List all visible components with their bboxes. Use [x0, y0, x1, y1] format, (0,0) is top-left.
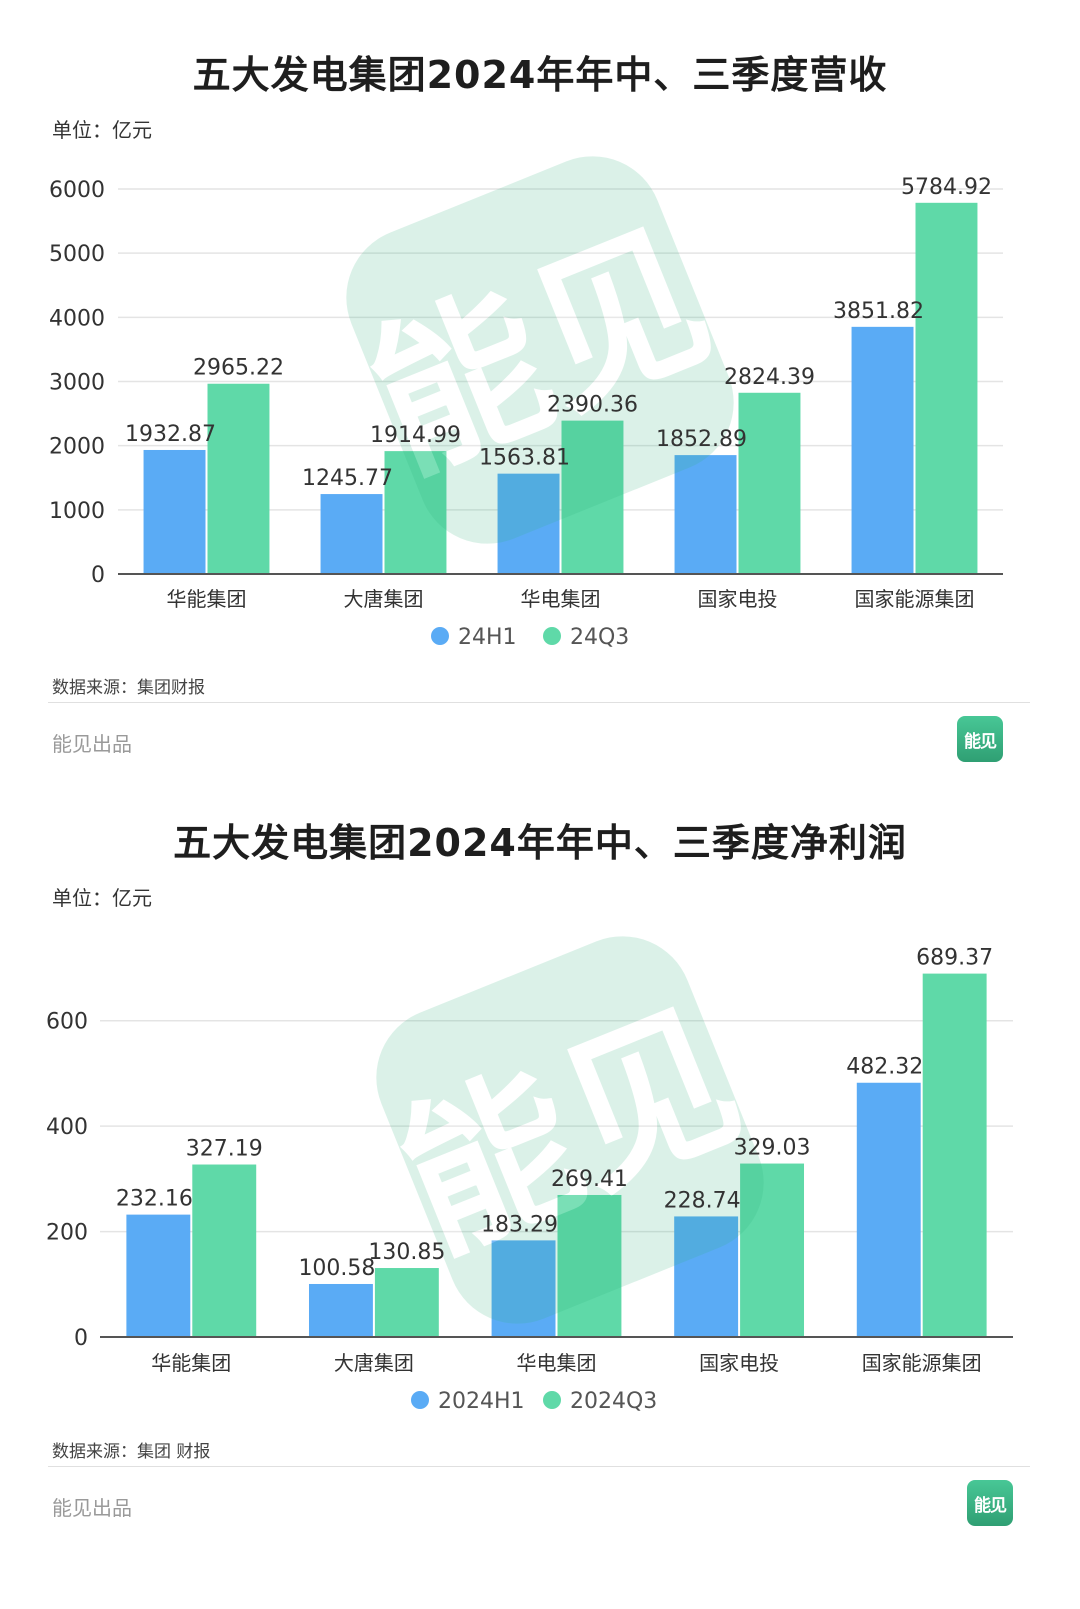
bar-24H1: [320, 494, 383, 574]
data-label: 2824.39: [724, 365, 815, 390]
x-tick-label: 华电集团: [517, 1351, 597, 1375]
net-profit-chart-panel: 五大发电集团2024年年中、三季度净利润 单位：亿元 0 200 400 600 能见 2…: [0, 790, 1080, 1609]
bar-24H1: [851, 326, 914, 574]
legend-label: 2024Q3: [570, 1389, 657, 1414]
data-label: 232.16: [116, 1187, 193, 1212]
data-label: 482.32: [846, 1055, 923, 1080]
brand-credit: 能见出品: [52, 1496, 132, 1520]
x-tick-label: 国家能源集团: [855, 587, 975, 611]
y-tick-label: 600: [46, 1010, 88, 1035]
y-tick-label: 5000: [49, 242, 105, 267]
unit-label: 单位：亿元: [52, 118, 152, 142]
y-tick-label: 0: [91, 563, 105, 588]
bar-24Q3: [384, 451, 447, 574]
legend-marker: [543, 627, 561, 645]
bar-2024H1: [674, 1216, 739, 1337]
bar-2024Q3: [557, 1194, 622, 1337]
bar-24Q3: [738, 392, 801, 574]
y-tick-label: 1000: [49, 499, 105, 524]
watermark-badge: [376, 936, 764, 1324]
brand-logo-icon: 能见: [967, 1480, 1013, 1526]
data-label: 1852.89: [656, 427, 747, 452]
bar-2024H1: [308, 1283, 373, 1337]
bar-24H1: [497, 473, 560, 574]
data-label: 689.37: [916, 946, 993, 971]
bar-2024H1: [856, 1082, 921, 1337]
x-tick-label: 国家电投: [699, 1351, 779, 1375]
bar-2024H1: [126, 1214, 191, 1337]
bar-24Q3: [561, 420, 624, 574]
data-label: 1563.81: [479, 446, 570, 471]
data-label: 100.58: [298, 1256, 375, 1281]
legend-marker: [411, 1391, 429, 1409]
y-tick-label: 6000: [49, 178, 105, 203]
data-label: 3851.82: [833, 299, 924, 324]
bar-24Q3: [207, 383, 270, 574]
bar-2024Q3: [740, 1163, 805, 1337]
legend-label: 24Q3: [570, 625, 629, 650]
bar-2024Q3: [922, 973, 987, 1337]
y-tick-label: 400: [46, 1115, 88, 1140]
y-tick-label: 4000: [49, 306, 105, 331]
chart-title: 五大发电集团2024年年中、三季度净利润: [173, 821, 907, 865]
revenue-bar-chart: 0 1000 2000 3000 4000 5000 6000 能见 1932.87 2965.2…: [49, 156, 1003, 650]
bar-24H1: [143, 449, 206, 574]
y-tick-label: 200: [46, 1221, 88, 1246]
data-label: 1245.77: [302, 466, 393, 491]
x-tick-label: 华能集团: [151, 1351, 231, 1375]
legend-label: 2024H1: [438, 1389, 525, 1414]
data-label: 5784.92: [901, 175, 992, 200]
watermark-badge: [346, 156, 734, 544]
data-label: 2965.22: [193, 356, 284, 381]
legend-label: 24H1: [458, 625, 517, 650]
data-label: 130.85: [368, 1240, 445, 1265]
y-tick-label: 3000: [49, 371, 105, 396]
data-source-note: 数据来源：集团财报: [52, 678, 205, 698]
data-label: 1914.99: [370, 423, 461, 448]
data-label: 2390.36: [547, 393, 638, 418]
bar-2024H1: [491, 1240, 556, 1337]
bar-24Q3: [915, 202, 978, 574]
data-label: 1932.87: [125, 422, 216, 447]
bar-24H1: [674, 455, 737, 574]
footer-divider: [48, 702, 1030, 703]
x-tick-label: 华电集团: [521, 587, 601, 611]
data-label: 183.29: [481, 1212, 558, 1237]
x-tick-label: 国家能源集团: [862, 1351, 982, 1375]
data-label: 327.19: [186, 1137, 263, 1162]
x-tick-label: 大唐集团: [334, 1351, 414, 1375]
y-tick-label: 2000: [49, 435, 105, 460]
watermark-logo-icon: 能见: [346, 156, 735, 544]
legend-marker: [431, 627, 449, 645]
x-tick-label: 大唐集团: [344, 587, 424, 611]
bar-2024Q3: [192, 1164, 257, 1337]
bar-2024Q3: [374, 1268, 439, 1337]
revenue-chart-panel: 五大发电集团2024年年中、三季度营收 单位：亿元 0 1000 2000 3000 4…: [0, 0, 1080, 790]
brand-logo-icon: 能见: [957, 716, 1003, 762]
footer-divider: [48, 1466, 1030, 1467]
y-tick-label: 0: [74, 1326, 88, 1351]
data-source-note: 数据来源：集团 财报: [52, 1442, 211, 1462]
watermark-logo-icon: 能见: [376, 936, 765, 1324]
brand-credit: 能见出品: [52, 732, 132, 756]
data-label: 329.03: [734, 1136, 811, 1161]
x-tick-label: 国家电投: [698, 587, 778, 611]
legend-marker: [543, 1391, 561, 1409]
x-tick-label: 华能集团: [167, 587, 247, 611]
data-label: 228.74: [664, 1188, 741, 1213]
data-label: 269.41: [551, 1167, 628, 1192]
unit-label: 单位：亿元: [52, 886, 152, 910]
chart-title: 五大发电集团2024年年中、三季度营收: [192, 53, 888, 97]
